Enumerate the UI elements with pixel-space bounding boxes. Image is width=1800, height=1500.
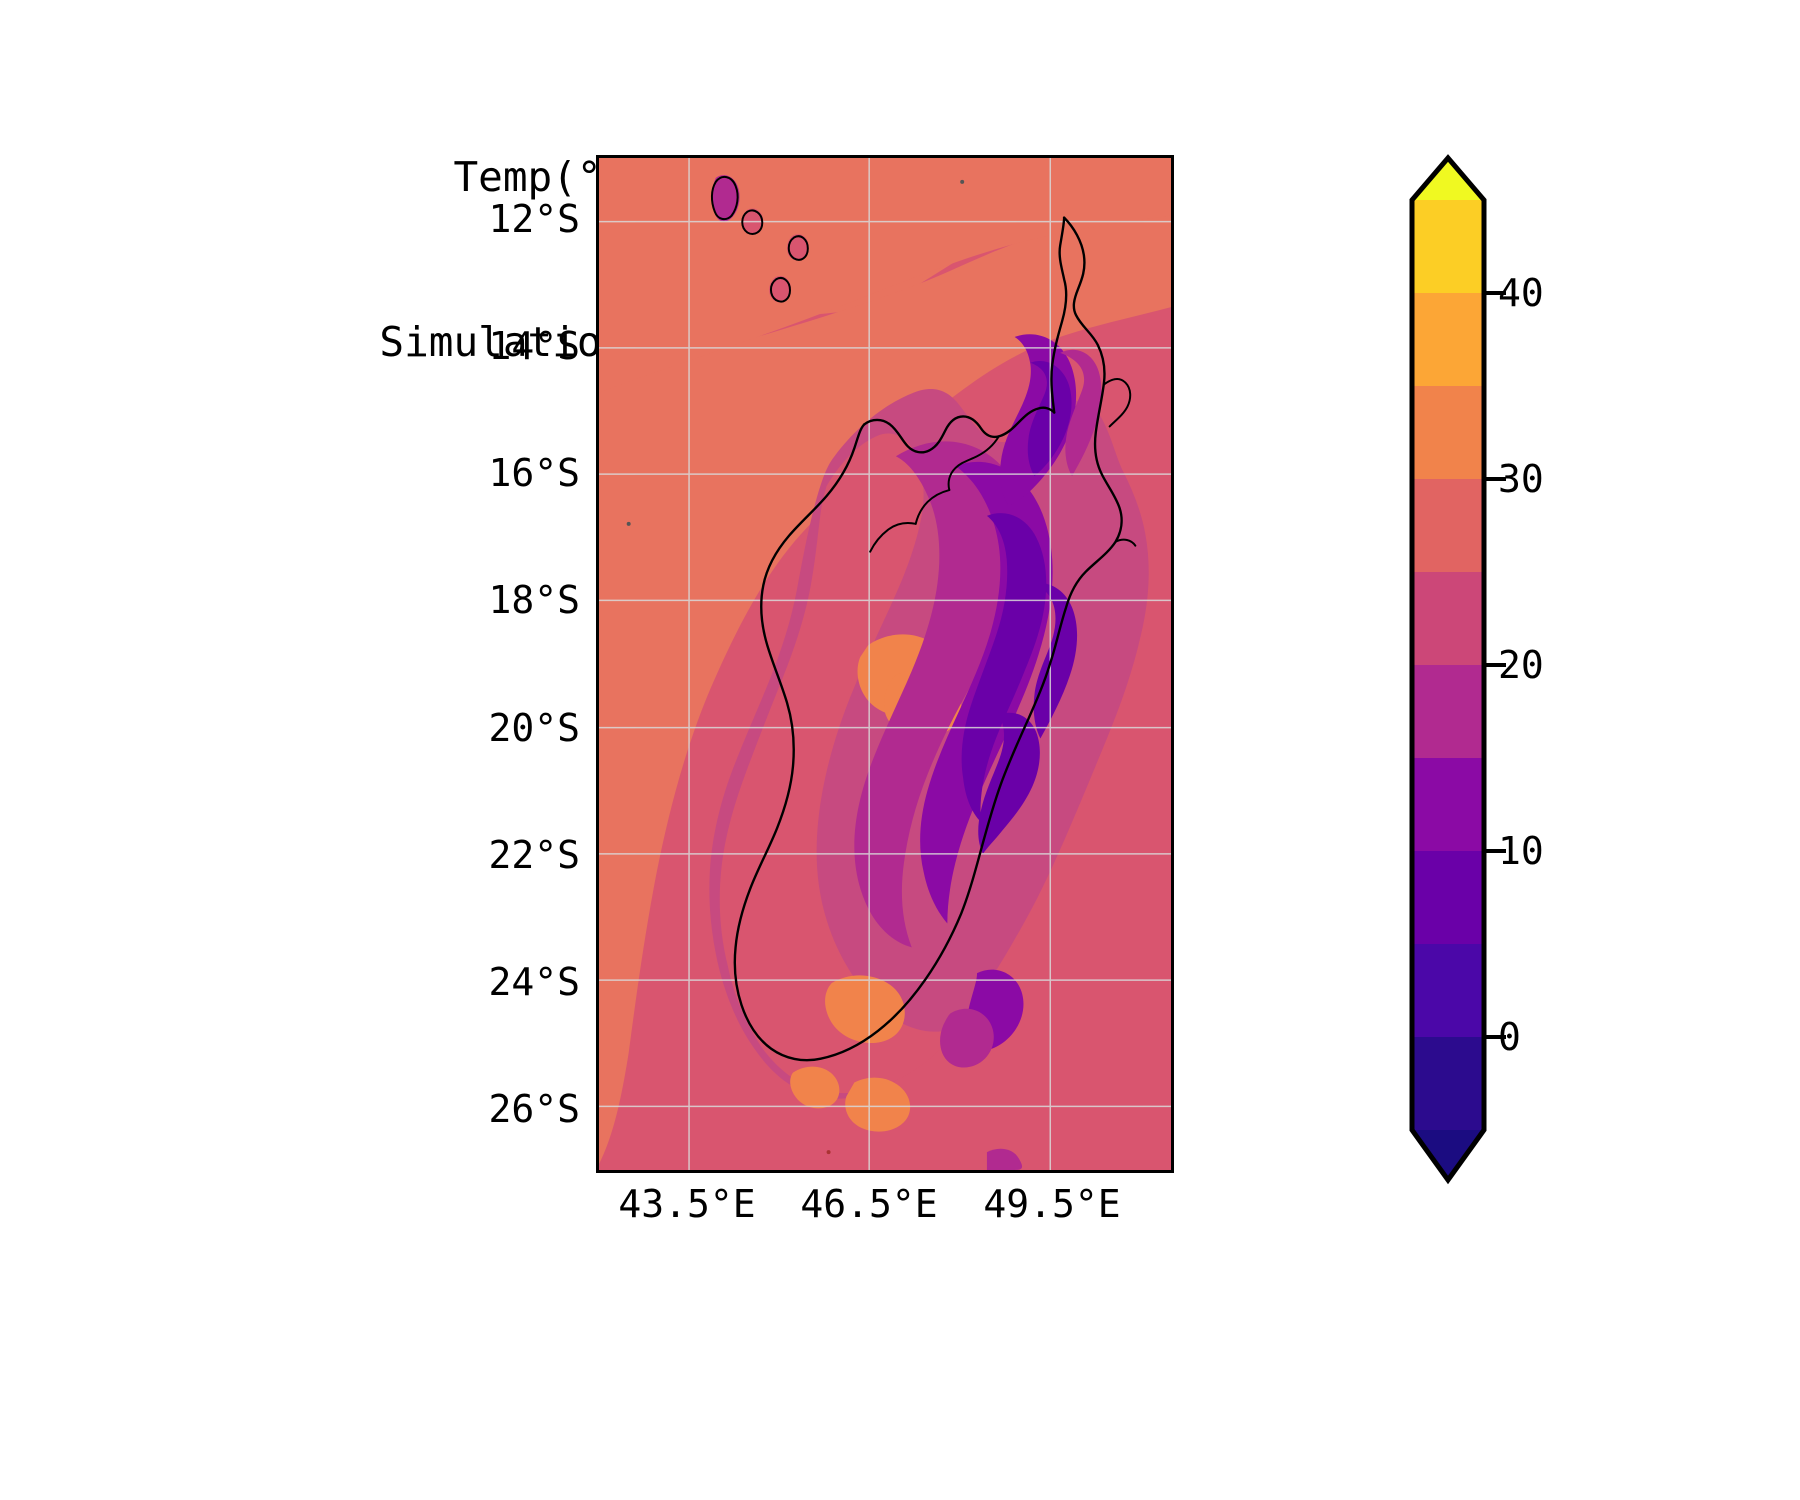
ytick-label: 24°S [488,960,580,1004]
colorbar-outline [1409,154,1487,1185]
colorbar-bands [1412,158,1484,1180]
temperature-contour-map [599,158,1171,1170]
colorbar-tick-label: 40 [1498,271,1544,315]
ytick-label: 26°S [488,1087,580,1131]
colorbar-ticks [1484,291,1506,1039]
colorbar-tick-label: 0 [1498,1015,1521,1059]
colorbar-swatches [1409,154,1506,1185]
ytick-label: 16°S [488,451,580,495]
ytick-label: 18°S [488,578,580,622]
xtick-label: 49.5°E [983,1182,1121,1226]
ytick-label: 14°S [488,324,580,368]
colorbar: 40 30 20 10 0 [1406,150,1706,1190]
coastline-path [710,176,1137,1062]
colorbar-tick-label: 30 [1498,457,1544,501]
ytick-label: 22°S [488,833,580,877]
map-gridlines [599,158,1171,1170]
map-axes [596,155,1174,1173]
ytick-label: 12°S [488,197,580,241]
colorbar-tick-label: 20 [1498,643,1544,687]
ytick-label: 20°S [488,706,580,750]
colorbar-tick-label: 10 [1498,829,1544,873]
xtick-label: 43.5°E [618,1182,756,1226]
xtick-label: 46.5°E [800,1182,938,1226]
